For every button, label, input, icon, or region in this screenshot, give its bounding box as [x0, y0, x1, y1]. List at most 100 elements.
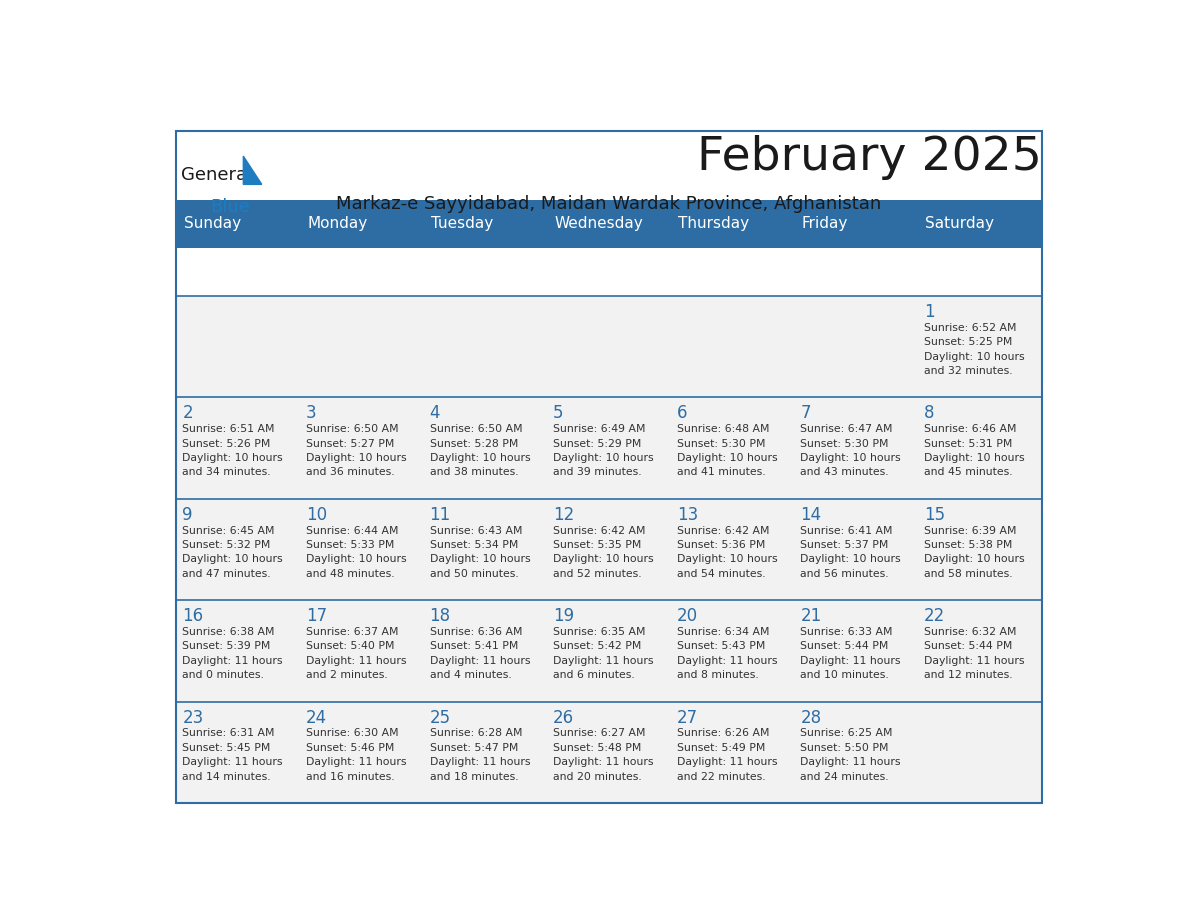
Bar — [671, 600, 795, 701]
Text: Friday: Friday — [802, 217, 848, 231]
Text: Sunrise: 6:44 AM
Sunset: 5:33 PM
Daylight: 10 hours
and 48 minutes.: Sunrise: 6:44 AM Sunset: 5:33 PM Dayligh… — [307, 526, 406, 579]
Text: 4: 4 — [430, 405, 440, 422]
Bar — [423, 397, 546, 498]
Text: Sunrise: 6:51 AM
Sunset: 5:26 PM
Daylight: 10 hours
and 34 minutes.: Sunrise: 6:51 AM Sunset: 5:26 PM Dayligh… — [182, 424, 283, 477]
Bar — [671, 200, 795, 248]
Bar — [423, 297, 546, 397]
Text: Sunrise: 6:48 AM
Sunset: 5:30 PM
Daylight: 10 hours
and 41 minutes.: Sunrise: 6:48 AM Sunset: 5:30 PM Dayligh… — [677, 424, 777, 477]
Text: Sunrise: 6:33 AM
Sunset: 5:44 PM
Daylight: 11 hours
and 10 minutes.: Sunrise: 6:33 AM Sunset: 5:44 PM Dayligh… — [801, 627, 901, 680]
Bar — [795, 397, 918, 498]
Text: Monday: Monday — [308, 217, 367, 231]
Bar — [671, 297, 795, 397]
Bar — [176, 701, 299, 803]
Text: Saturday: Saturday — [925, 217, 994, 231]
Bar — [918, 397, 1042, 498]
Bar — [918, 701, 1042, 803]
Text: Sunrise: 6:42 AM
Sunset: 5:35 PM
Daylight: 10 hours
and 52 minutes.: Sunrise: 6:42 AM Sunset: 5:35 PM Dayligh… — [554, 526, 653, 579]
Text: Sunrise: 6:47 AM
Sunset: 5:30 PM
Daylight: 10 hours
and 43 minutes.: Sunrise: 6:47 AM Sunset: 5:30 PM Dayligh… — [801, 424, 902, 477]
Text: 1: 1 — [924, 303, 935, 321]
Bar — [918, 600, 1042, 701]
Text: Sunrise: 6:31 AM
Sunset: 5:45 PM
Daylight: 11 hours
and 14 minutes.: Sunrise: 6:31 AM Sunset: 5:45 PM Dayligh… — [182, 728, 283, 781]
Text: 13: 13 — [677, 506, 699, 524]
Text: Sunrise: 6:27 AM
Sunset: 5:48 PM
Daylight: 11 hours
and 20 minutes.: Sunrise: 6:27 AM Sunset: 5:48 PM Dayligh… — [554, 728, 653, 781]
Bar — [299, 701, 423, 803]
Bar — [546, 701, 671, 803]
Text: Sunrise: 6:42 AM
Sunset: 5:36 PM
Daylight: 10 hours
and 54 minutes.: Sunrise: 6:42 AM Sunset: 5:36 PM Dayligh… — [677, 526, 777, 579]
Text: 11: 11 — [430, 506, 450, 524]
Bar — [918, 200, 1042, 248]
Text: General: General — [181, 166, 252, 185]
Bar — [176, 200, 299, 248]
Bar — [795, 297, 918, 397]
Text: 8: 8 — [924, 405, 935, 422]
Bar — [176, 600, 299, 701]
Bar — [299, 297, 423, 397]
Text: 20: 20 — [677, 607, 699, 625]
Bar — [423, 600, 546, 701]
Text: 7: 7 — [801, 405, 811, 422]
Bar — [795, 701, 918, 803]
Text: Sunrise: 6:28 AM
Sunset: 5:47 PM
Daylight: 11 hours
and 18 minutes.: Sunrise: 6:28 AM Sunset: 5:47 PM Dayligh… — [430, 728, 530, 781]
Text: 23: 23 — [182, 709, 203, 726]
Text: 24: 24 — [307, 709, 327, 726]
Bar — [918, 297, 1042, 397]
Text: Sunrise: 6:43 AM
Sunset: 5:34 PM
Daylight: 10 hours
and 50 minutes.: Sunrise: 6:43 AM Sunset: 5:34 PM Dayligh… — [430, 526, 530, 579]
Text: 16: 16 — [182, 607, 203, 625]
Text: Sunday: Sunday — [183, 217, 241, 231]
Bar — [423, 701, 546, 803]
Text: 5: 5 — [554, 405, 564, 422]
Polygon shape — [244, 156, 261, 185]
Text: Sunrise: 6:35 AM
Sunset: 5:42 PM
Daylight: 11 hours
and 6 minutes.: Sunrise: 6:35 AM Sunset: 5:42 PM Dayligh… — [554, 627, 653, 680]
Text: 18: 18 — [430, 607, 450, 625]
Text: Tuesday: Tuesday — [431, 217, 493, 231]
Text: 22: 22 — [924, 607, 946, 625]
Bar — [176, 297, 299, 397]
Bar — [546, 600, 671, 701]
Bar — [546, 397, 671, 498]
Bar — [176, 498, 299, 600]
Bar — [546, 297, 671, 397]
Text: Sunrise: 6:38 AM
Sunset: 5:39 PM
Daylight: 11 hours
and 0 minutes.: Sunrise: 6:38 AM Sunset: 5:39 PM Dayligh… — [182, 627, 283, 680]
Text: Sunrise: 6:52 AM
Sunset: 5:25 PM
Daylight: 10 hours
and 32 minutes.: Sunrise: 6:52 AM Sunset: 5:25 PM Dayligh… — [924, 323, 1025, 376]
Text: Wednesday: Wednesday — [555, 217, 643, 231]
Bar — [176, 397, 299, 498]
Text: 19: 19 — [554, 607, 574, 625]
Text: Sunrise: 6:49 AM
Sunset: 5:29 PM
Daylight: 10 hours
and 39 minutes.: Sunrise: 6:49 AM Sunset: 5:29 PM Dayligh… — [554, 424, 653, 477]
Text: 25: 25 — [430, 709, 450, 726]
Bar — [795, 498, 918, 600]
Text: 6: 6 — [677, 405, 688, 422]
Bar — [671, 701, 795, 803]
Bar — [671, 498, 795, 600]
Text: Markaz-e Sayyidabad, Maidan Wardak Province, Afghanistan: Markaz-e Sayyidabad, Maidan Wardak Provi… — [336, 195, 881, 213]
Bar — [423, 498, 546, 600]
Text: Blue: Blue — [210, 198, 249, 216]
Text: 21: 21 — [801, 607, 822, 625]
Bar — [546, 200, 671, 248]
Text: Sunrise: 6:39 AM
Sunset: 5:38 PM
Daylight: 10 hours
and 58 minutes.: Sunrise: 6:39 AM Sunset: 5:38 PM Dayligh… — [924, 526, 1025, 579]
Text: Sunrise: 6:25 AM
Sunset: 5:50 PM
Daylight: 11 hours
and 24 minutes.: Sunrise: 6:25 AM Sunset: 5:50 PM Dayligh… — [801, 728, 901, 781]
Bar — [299, 600, 423, 701]
Bar — [795, 600, 918, 701]
Bar — [299, 397, 423, 498]
Text: 28: 28 — [801, 709, 822, 726]
Text: Sunrise: 6:26 AM
Sunset: 5:49 PM
Daylight: 11 hours
and 22 minutes.: Sunrise: 6:26 AM Sunset: 5:49 PM Dayligh… — [677, 728, 777, 781]
Text: 26: 26 — [554, 709, 574, 726]
Bar — [423, 200, 546, 248]
Text: 2: 2 — [182, 405, 192, 422]
Bar — [299, 200, 423, 248]
Bar — [918, 498, 1042, 600]
Bar — [795, 200, 918, 248]
Bar — [299, 498, 423, 600]
Text: Sunrise: 6:34 AM
Sunset: 5:43 PM
Daylight: 11 hours
and 8 minutes.: Sunrise: 6:34 AM Sunset: 5:43 PM Dayligh… — [677, 627, 777, 680]
Text: Sunrise: 6:36 AM
Sunset: 5:41 PM
Daylight: 11 hours
and 4 minutes.: Sunrise: 6:36 AM Sunset: 5:41 PM Dayligh… — [430, 627, 530, 680]
Text: Sunrise: 6:46 AM
Sunset: 5:31 PM
Daylight: 10 hours
and 45 minutes.: Sunrise: 6:46 AM Sunset: 5:31 PM Dayligh… — [924, 424, 1025, 477]
Text: 9: 9 — [182, 506, 192, 524]
Text: Sunrise: 6:45 AM
Sunset: 5:32 PM
Daylight: 10 hours
and 47 minutes.: Sunrise: 6:45 AM Sunset: 5:32 PM Dayligh… — [182, 526, 283, 579]
Text: 10: 10 — [307, 506, 327, 524]
Text: 27: 27 — [677, 709, 699, 726]
Text: Sunrise: 6:37 AM
Sunset: 5:40 PM
Daylight: 11 hours
and 2 minutes.: Sunrise: 6:37 AM Sunset: 5:40 PM Dayligh… — [307, 627, 406, 680]
Text: Sunrise: 6:32 AM
Sunset: 5:44 PM
Daylight: 11 hours
and 12 minutes.: Sunrise: 6:32 AM Sunset: 5:44 PM Dayligh… — [924, 627, 1024, 680]
Text: Sunrise: 6:41 AM
Sunset: 5:37 PM
Daylight: 10 hours
and 56 minutes.: Sunrise: 6:41 AM Sunset: 5:37 PM Dayligh… — [801, 526, 902, 579]
Text: Sunrise: 6:50 AM
Sunset: 5:27 PM
Daylight: 10 hours
and 36 minutes.: Sunrise: 6:50 AM Sunset: 5:27 PM Dayligh… — [307, 424, 406, 477]
Text: Thursday: Thursday — [678, 217, 750, 231]
